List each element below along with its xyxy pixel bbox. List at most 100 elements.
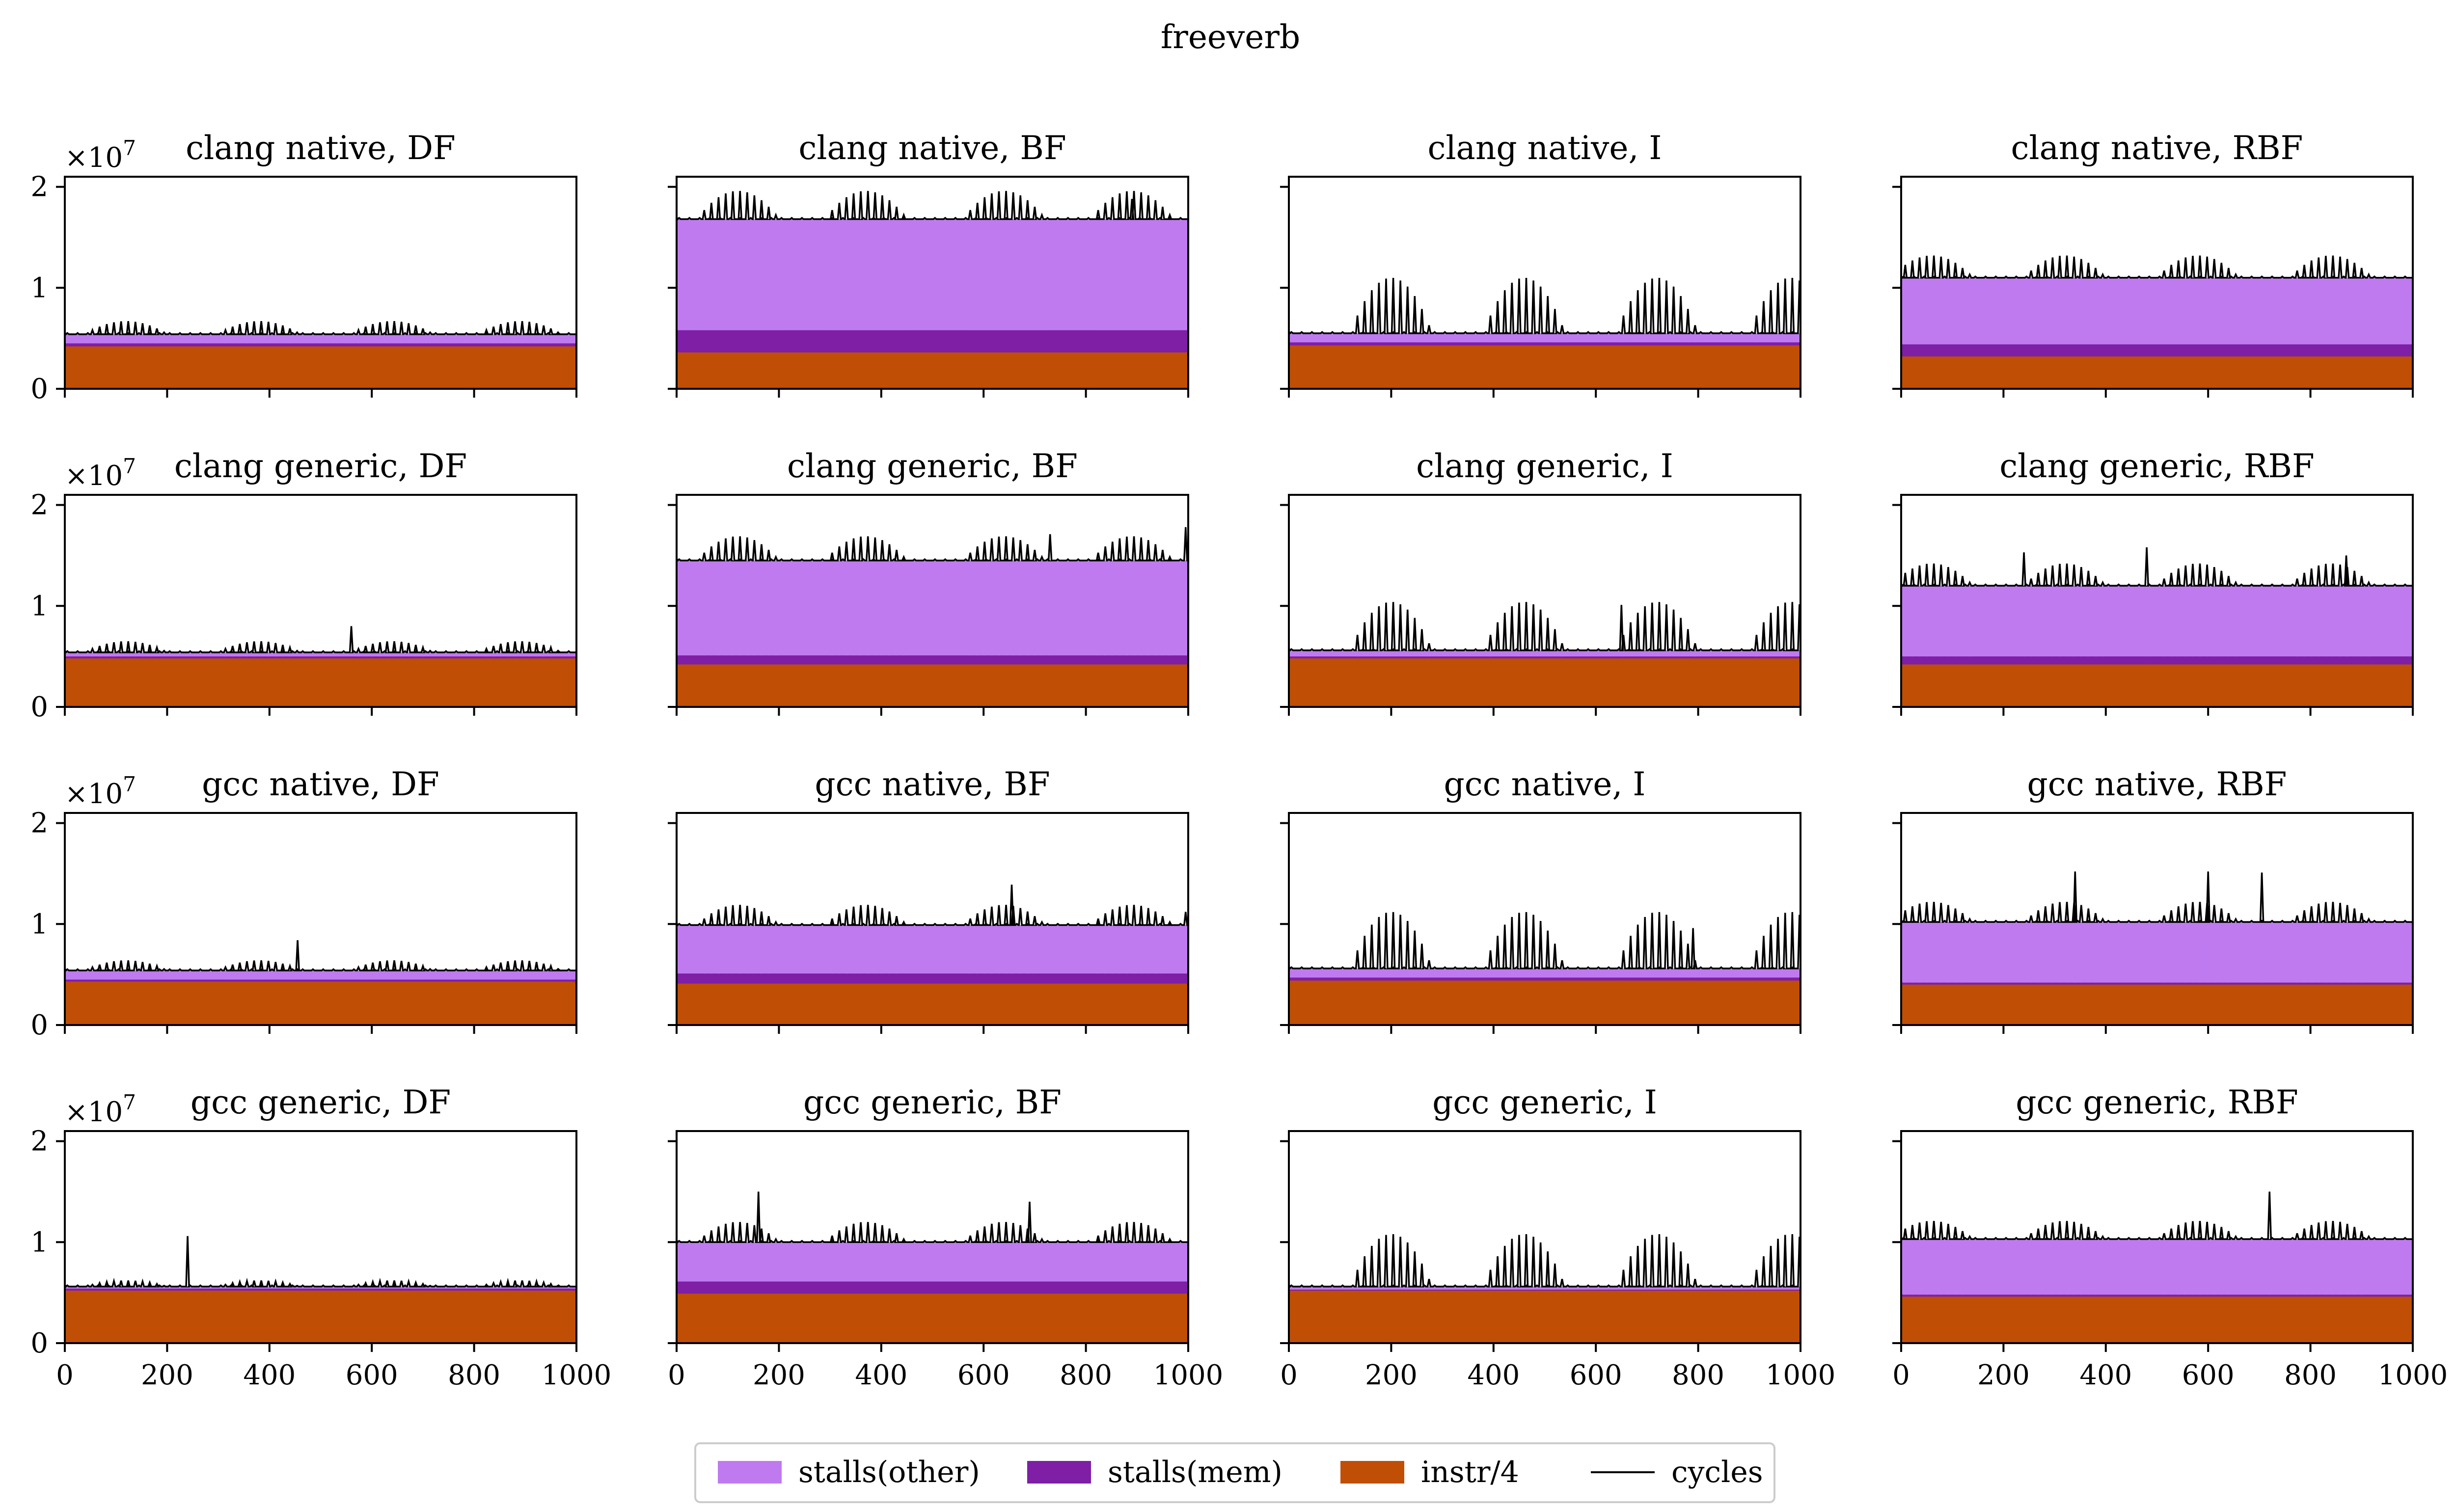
figure-title: freeverb	[1161, 18, 1300, 56]
axes-frame	[1900, 494, 2414, 708]
legend-box	[694, 1442, 1775, 1503]
instr-area	[677, 352, 1188, 389]
x-tick-label: 400	[1467, 1359, 1520, 1391]
y-tick-label: 2	[30, 489, 48, 521]
plot-area	[677, 1191, 1188, 1343]
legend-swatch	[1340, 1461, 1404, 1484]
cycles-line	[65, 626, 576, 654]
plot-area	[1289, 912, 1800, 1025]
subplot-title: gcc generic, BF	[803, 1083, 1062, 1121]
legend-swatch	[718, 1461, 782, 1484]
subplot-1: clang native, DF 0 1 2 ×107	[30, 129, 577, 405]
y-tick-label: 0	[30, 691, 48, 723]
subplot-15: gcc generic, I 0 200 400 600 800 1000	[1280, 1083, 1835, 1391]
subplot-14: gcc generic, BF 0 200 400 600 800 1000	[668, 1083, 1223, 1391]
y-tick-label: 2	[30, 171, 48, 203]
x-tick-label: 200	[1365, 1359, 1418, 1391]
axes-frame	[1900, 1130, 2414, 1344]
cycles-line	[1901, 547, 2413, 587]
y-tick-label: 1	[30, 590, 48, 622]
x-tick-label: 800	[448, 1359, 500, 1391]
x-tick-label: 1000	[1766, 1359, 1836, 1391]
cycles-line	[1901, 255, 2413, 279]
plot-area	[1289, 602, 1800, 707]
y-multiplier: ×107	[65, 454, 136, 492]
axes-frame	[64, 176, 577, 390]
subplot-title: gcc native, I	[1444, 765, 1645, 803]
y-multiplier-exp: 7	[123, 772, 136, 796]
y-tick-label: 1	[30, 908, 48, 940]
subplot-11: gcc native, I	[1280, 765, 1801, 1034]
x-tick-label: 600	[2182, 1359, 2235, 1391]
subplot-13: gcc generic, DF 0 200 400 600 800 1000 0 1 2 ×107	[30, 1083, 611, 1391]
subplot-6: clang generic, BF	[668, 447, 1189, 716]
subplot-8: clang generic, RBF	[1892, 447, 2414, 716]
plot-area	[677, 527, 1188, 707]
legend-label: cycles	[1671, 1455, 1763, 1489]
subplot-title: clang native, BF	[798, 129, 1066, 167]
instr-area	[65, 981, 576, 1025]
legend-label: stalls(other)	[798, 1455, 980, 1489]
axes-frame	[64, 494, 577, 708]
instr-area	[65, 1291, 576, 1343]
plot-area	[65, 626, 576, 707]
y-multiplier: ×107	[65, 772, 136, 810]
x-tick-label: 1000	[542, 1359, 612, 1391]
x-tick-label: 600	[346, 1359, 398, 1391]
axes-frame	[1900, 812, 2414, 1026]
legend: stalls(other) stalls(mem) instr/4 cycles	[694, 1442, 1775, 1503]
subplot-title: clang generic, I	[1416, 447, 1673, 485]
instr-area	[677, 664, 1188, 707]
y-tick-label: 1	[30, 272, 48, 304]
subplot-title: clang generic, BF	[787, 447, 1078, 485]
cycles-line	[1289, 602, 1800, 652]
axes-frame	[676, 494, 1189, 708]
instr-area	[65, 346, 576, 389]
instr-area	[1901, 984, 2413, 1025]
instr-area	[1901, 356, 2413, 389]
cycles-line	[677, 527, 1188, 562]
subplot-title: clang generic, RBF	[1999, 447, 2315, 485]
cycles-line	[65, 321, 576, 336]
cycles-line	[65, 940, 576, 972]
x-tick-label: 0	[56, 1359, 74, 1391]
y-multiplier-exp: 7	[123, 1090, 136, 1114]
x-tick-label: 600	[1570, 1359, 1622, 1391]
x-tick-label: 200	[753, 1359, 805, 1391]
x-tick-label: 0	[668, 1359, 685, 1391]
subplot-7: clang generic, I	[1280, 447, 1801, 716]
subplot-9: gcc native, DF 0 1 2 ×107	[30, 765, 577, 1041]
x-tick-label: 600	[957, 1359, 1010, 1391]
instr-area	[1901, 664, 2413, 707]
instr-area	[1289, 345, 1800, 389]
y-tick-label: 0	[30, 373, 48, 405]
subplot-title: gcc native, BF	[815, 765, 1050, 803]
axes-frame	[1288, 176, 1801, 390]
subplot-title: gcc generic, DF	[191, 1083, 451, 1121]
axes-frame	[1288, 494, 1801, 708]
subplot-3: clang native, I	[1280, 129, 1801, 398]
instr-area	[1289, 658, 1800, 707]
x-tick-label: 800	[1060, 1359, 1112, 1391]
x-tick-label: 1000	[1153, 1359, 1224, 1391]
subplot-5: clang generic, DF 0 1 2 ×107	[30, 447, 577, 723]
cycles-line	[1289, 277, 1800, 335]
x-tick-label: 0	[1892, 1359, 1910, 1391]
x-tick-label: 800	[2284, 1359, 2337, 1391]
cycles-line	[1901, 871, 2413, 923]
y-tick-label: 2	[30, 1126, 48, 1158]
subplot-16: gcc generic, RBF 0 200 400 600 800 1000	[1892, 1083, 2448, 1391]
x-tick-label: 400	[855, 1359, 907, 1391]
x-tick-label: 1000	[2378, 1359, 2448, 1391]
plot-area	[1289, 277, 1800, 389]
axes-frame	[676, 176, 1189, 390]
y-multiplier-base: ×10	[65, 460, 123, 492]
axes-frame	[1900, 176, 2414, 390]
x-tick-label: 0	[1280, 1359, 1298, 1391]
subplot-4: clang native, RBF	[1892, 129, 2414, 398]
y-tick-label: 2	[30, 808, 48, 839]
plot-area	[65, 321, 576, 389]
y-multiplier: ×107	[65, 1090, 136, 1128]
